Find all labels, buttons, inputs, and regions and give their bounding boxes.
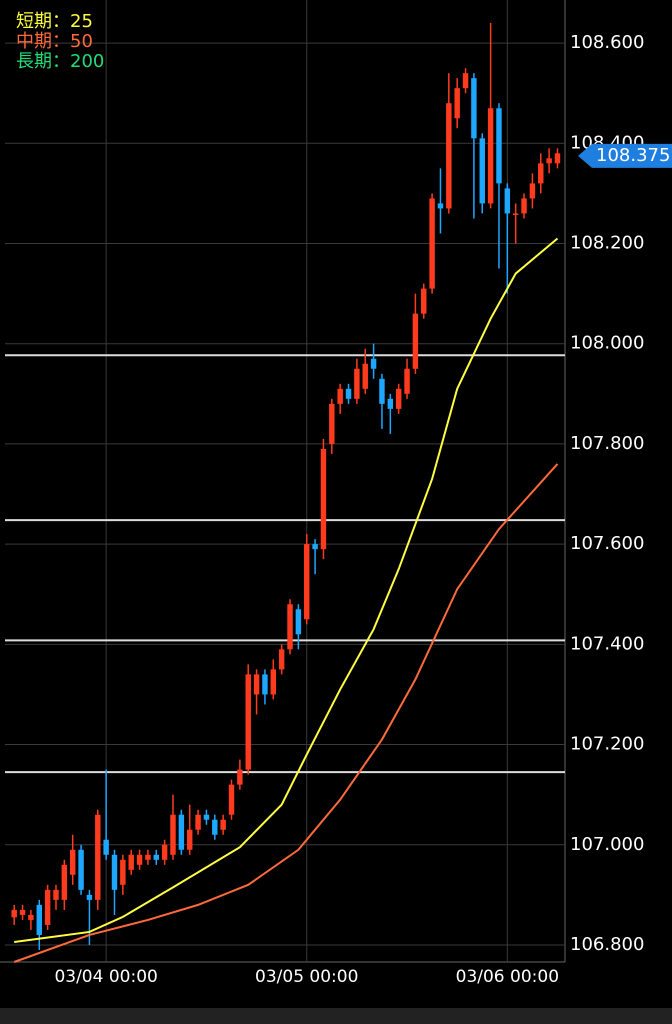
candle-body xyxy=(120,859,126,885)
y-tick-label: 108.200 xyxy=(570,233,644,254)
candle-body xyxy=(61,864,68,900)
candle-body xyxy=(36,904,42,935)
y-tick-label: 107.800 xyxy=(570,433,644,454)
candle-body xyxy=(529,183,536,199)
legend-entry: 中期：50 xyxy=(16,31,93,52)
candle-body xyxy=(337,388,343,404)
candle-body xyxy=(404,368,410,394)
y-tick-label: 108.000 xyxy=(570,333,644,354)
y-tick-label: 107.200 xyxy=(570,734,644,755)
y-tick-label: 107.000 xyxy=(570,834,644,855)
candle-body xyxy=(86,894,93,900)
candle-body xyxy=(103,839,109,855)
candle-body xyxy=(161,844,168,860)
moving-average-line xyxy=(13,463,559,963)
candle-body xyxy=(253,674,260,695)
candle-body xyxy=(429,198,435,289)
candle-body xyxy=(538,163,544,184)
y-tick-label: 108.600 xyxy=(570,32,644,53)
candle-body xyxy=(220,819,226,830)
candle-body xyxy=(320,448,327,550)
candle-body xyxy=(278,649,285,670)
candle-body xyxy=(19,909,26,915)
candle-body xyxy=(496,108,502,184)
candle-body xyxy=(454,88,460,119)
candle-body xyxy=(554,153,561,164)
candle-body xyxy=(136,854,143,865)
candle-body xyxy=(421,288,427,314)
x-tick-label: 03/06 00:00 xyxy=(456,967,559,987)
candle-body xyxy=(287,604,293,650)
moving-average-line xyxy=(14,237,559,943)
candle-body xyxy=(329,403,335,444)
candle-body xyxy=(471,78,477,139)
candle-body xyxy=(437,203,444,209)
candle-body xyxy=(178,814,185,850)
candle-body xyxy=(270,669,277,695)
candle-body xyxy=(53,889,59,900)
candle-body xyxy=(370,358,377,369)
candle-body xyxy=(387,398,394,409)
candle-body xyxy=(395,388,402,409)
candle-body xyxy=(487,108,494,204)
candle-body xyxy=(11,909,17,918)
last-price-label: 108.375 xyxy=(596,145,670,166)
candle-body xyxy=(128,854,134,870)
candle-body xyxy=(521,198,527,214)
candle-body xyxy=(546,158,552,164)
candle-body xyxy=(145,854,151,860)
candle-body xyxy=(379,378,385,404)
candle-body xyxy=(28,914,34,920)
candle-body xyxy=(203,814,210,820)
candle-body xyxy=(345,388,352,399)
candle-body xyxy=(170,814,176,855)
candle-body xyxy=(479,138,485,204)
candle-body xyxy=(462,73,469,89)
candle-body xyxy=(153,854,159,860)
y-tick-label: 107.600 xyxy=(570,533,644,554)
x-tick-label: 03/05 00:00 xyxy=(255,967,358,987)
candle-body xyxy=(195,814,201,830)
candle-body xyxy=(446,103,452,209)
bottom-bar xyxy=(0,1008,672,1024)
candle-body xyxy=(295,609,302,635)
candle-body xyxy=(412,313,419,369)
candle-body xyxy=(212,819,218,835)
legend-entry: 長期：200 xyxy=(16,51,104,72)
candle-body xyxy=(312,544,318,550)
candle-body xyxy=(95,814,101,900)
candle-body xyxy=(362,363,368,389)
candle-body xyxy=(262,674,268,695)
candle-body xyxy=(228,784,235,815)
candle-body xyxy=(187,829,193,850)
last-price-tag xyxy=(578,143,672,168)
candle-body xyxy=(237,769,243,785)
candle-body xyxy=(69,849,76,875)
legend-entry: 短期：25 xyxy=(16,11,93,32)
y-tick-label: 106.800 xyxy=(570,934,644,955)
candle-body xyxy=(44,889,51,925)
candle-body xyxy=(354,368,360,399)
candle-body xyxy=(111,854,118,890)
candle-body xyxy=(504,188,511,214)
candle-body xyxy=(304,544,310,620)
x-tick-label: 03/04 00:00 xyxy=(54,967,157,987)
candle-body xyxy=(245,674,251,770)
candle-body xyxy=(512,213,519,215)
candle-body xyxy=(78,849,84,890)
y-tick-label: 107.400 xyxy=(570,633,644,654)
